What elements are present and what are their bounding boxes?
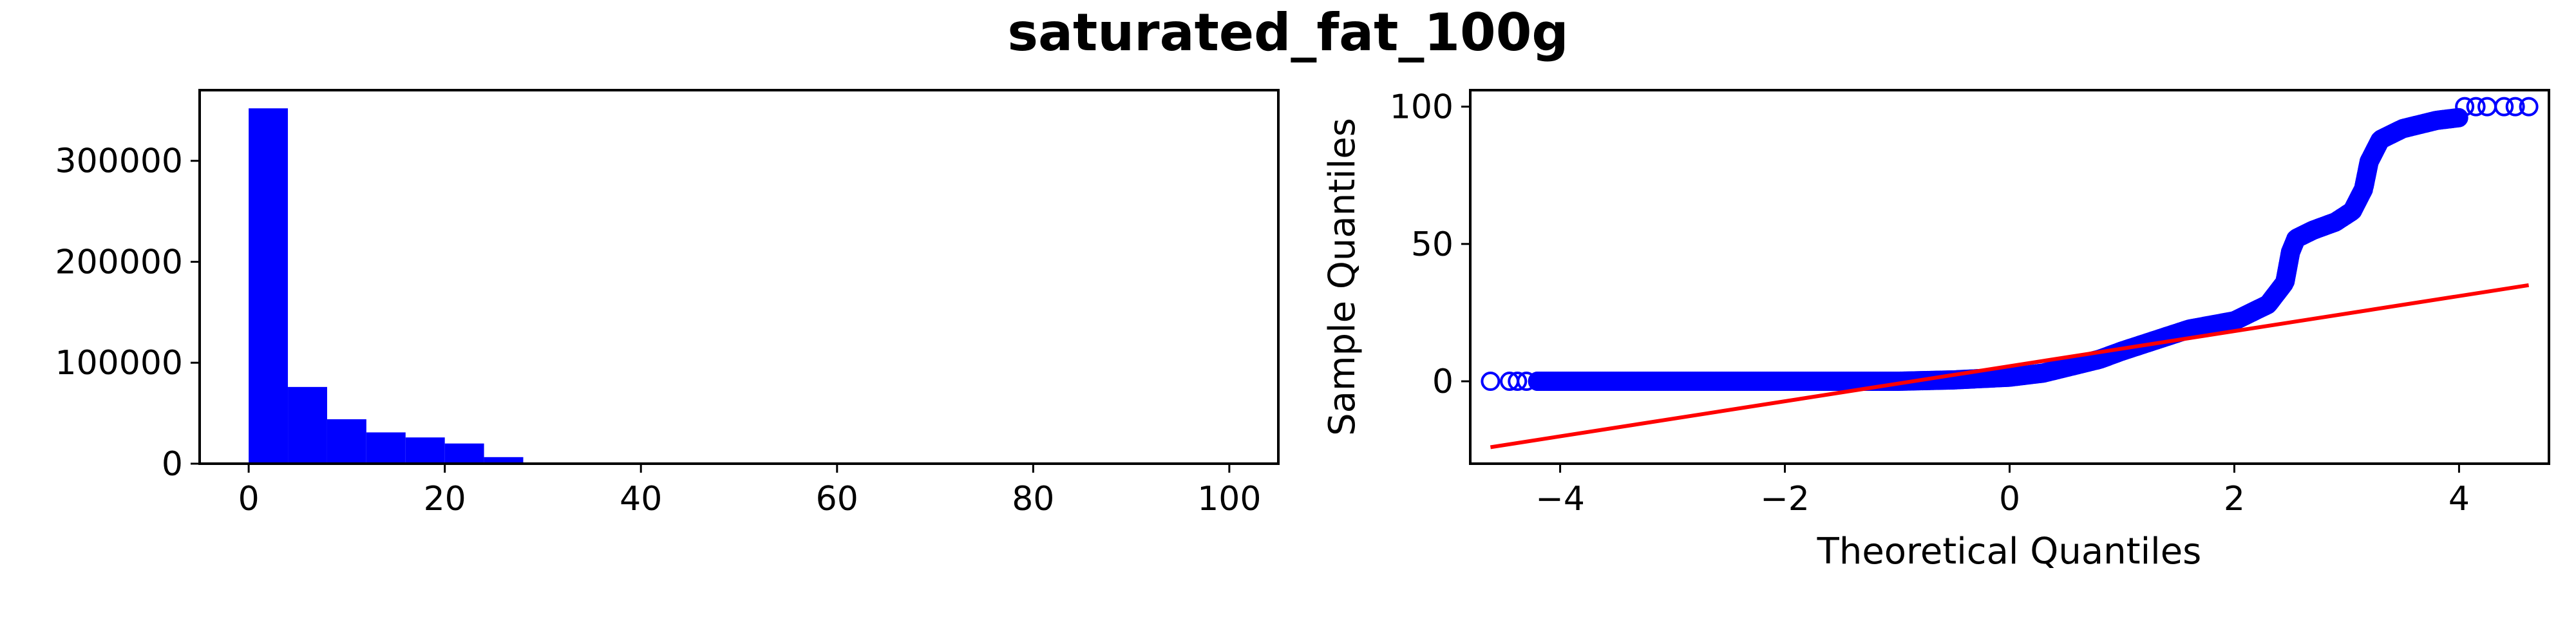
histogram-bar: [288, 386, 327, 464]
y-tick-label: 0: [1432, 363, 1454, 401]
qq-sample-point: [2448, 108, 2468, 128]
histogram-bar: [405, 437, 445, 464]
histogram-x-ticks: 0 20 40 60 80 100: [238, 464, 1261, 518]
y-tick-label: 100000: [55, 344, 183, 383]
y-tick-label: 300000: [55, 142, 183, 181]
y-tick-label: 100: [1390, 88, 1454, 127]
figure-title: saturated_fat_100g: [1007, 3, 1568, 62]
x-tick-label: 20: [424, 480, 466, 518]
qq-sample-point: [2519, 97, 2539, 117]
histogram-panel: 0 20 40 60 80 100 0 100000 200000 300000: [55, 89, 1280, 518]
qq-y-ticks: 0 50 100: [1390, 88, 1470, 401]
histogram-bar: [366, 432, 406, 464]
x-tick-label: −4: [1535, 480, 1585, 518]
histogram-y-ticks: 0 100000 200000 300000: [55, 142, 200, 484]
qq-sample-point: [1528, 372, 1548, 392]
x-tick-label: 100: [1197, 480, 1261, 518]
x-tick-label: 40: [620, 480, 662, 518]
qq-sample-point: [2494, 97, 2514, 117]
histogram-bars: [249, 108, 1229, 464]
qq-frame: [1469, 89, 2550, 465]
y-tick-label: 50: [1411, 225, 1454, 264]
qq-plot-panel: −4 −2 0 2 4 0 50 100 Theoretical Quantiles Sam…: [1321, 88, 2550, 573]
histogram-bar: [444, 443, 484, 464]
qq-sample-points: [1481, 97, 2539, 392]
qq-reference-line-group: [1490, 283, 2530, 450]
x-tick-label: −2: [1760, 480, 1810, 518]
histogram-frame: [198, 89, 1280, 465]
x-tick-label: 80: [1012, 480, 1054, 518]
qq-sample-point: [2505, 97, 2525, 117]
y-tick-label: 200000: [55, 243, 183, 281]
qq-x-ticks: −4 −2 0 2 4: [1535, 464, 2470, 518]
qq-y-axis-label: Sample Quantiles: [1321, 118, 1363, 436]
qq-sample-point: [2455, 97, 2475, 117]
y-tick-label: 0: [162, 445, 183, 484]
qq-sample-point: [2466, 97, 2486, 117]
x-tick-label: 2: [2224, 480, 2245, 518]
x-tick-label: 60: [816, 480, 858, 518]
histogram-bar: [484, 457, 524, 464]
x-tick-label: 0: [238, 480, 260, 518]
x-tick-label: 4: [2448, 480, 2470, 518]
qq-sample-point: [1481, 372, 1501, 392]
qq-sample-point: [1508, 372, 1528, 392]
histogram-bar: [249, 108, 289, 464]
qq-reference-line: [1490, 283, 2530, 450]
qq-sample-point: [1517, 372, 1537, 392]
histogram-bar: [327, 419, 366, 464]
x-tick-label: 0: [1999, 480, 2020, 518]
qq-x-axis-label: Theoretical Quantiles: [1817, 531, 2202, 573]
